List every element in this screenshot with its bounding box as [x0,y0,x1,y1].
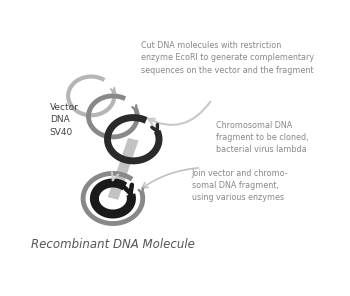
Text: Recombinant DNA Molecule: Recombinant DNA Molecule [31,238,195,251]
Text: Chromosomal DNA
fragment to be cloned,
bacterial virus lambda: Chromosomal DNA fragment to be cloned, b… [216,121,308,154]
Polygon shape [108,138,139,200]
Text: Join vector and chromo-
somal DNA fragment,
using various enzymes: Join vector and chromo- somal DNA fragme… [191,169,288,202]
Text: Cut DNA molecules with restriction
enzyme EcoRI to generate complementary
sequen: Cut DNA molecules with restriction enzym… [141,41,315,75]
Text: Vector
DNA
SV40: Vector DNA SV40 [50,103,79,137]
